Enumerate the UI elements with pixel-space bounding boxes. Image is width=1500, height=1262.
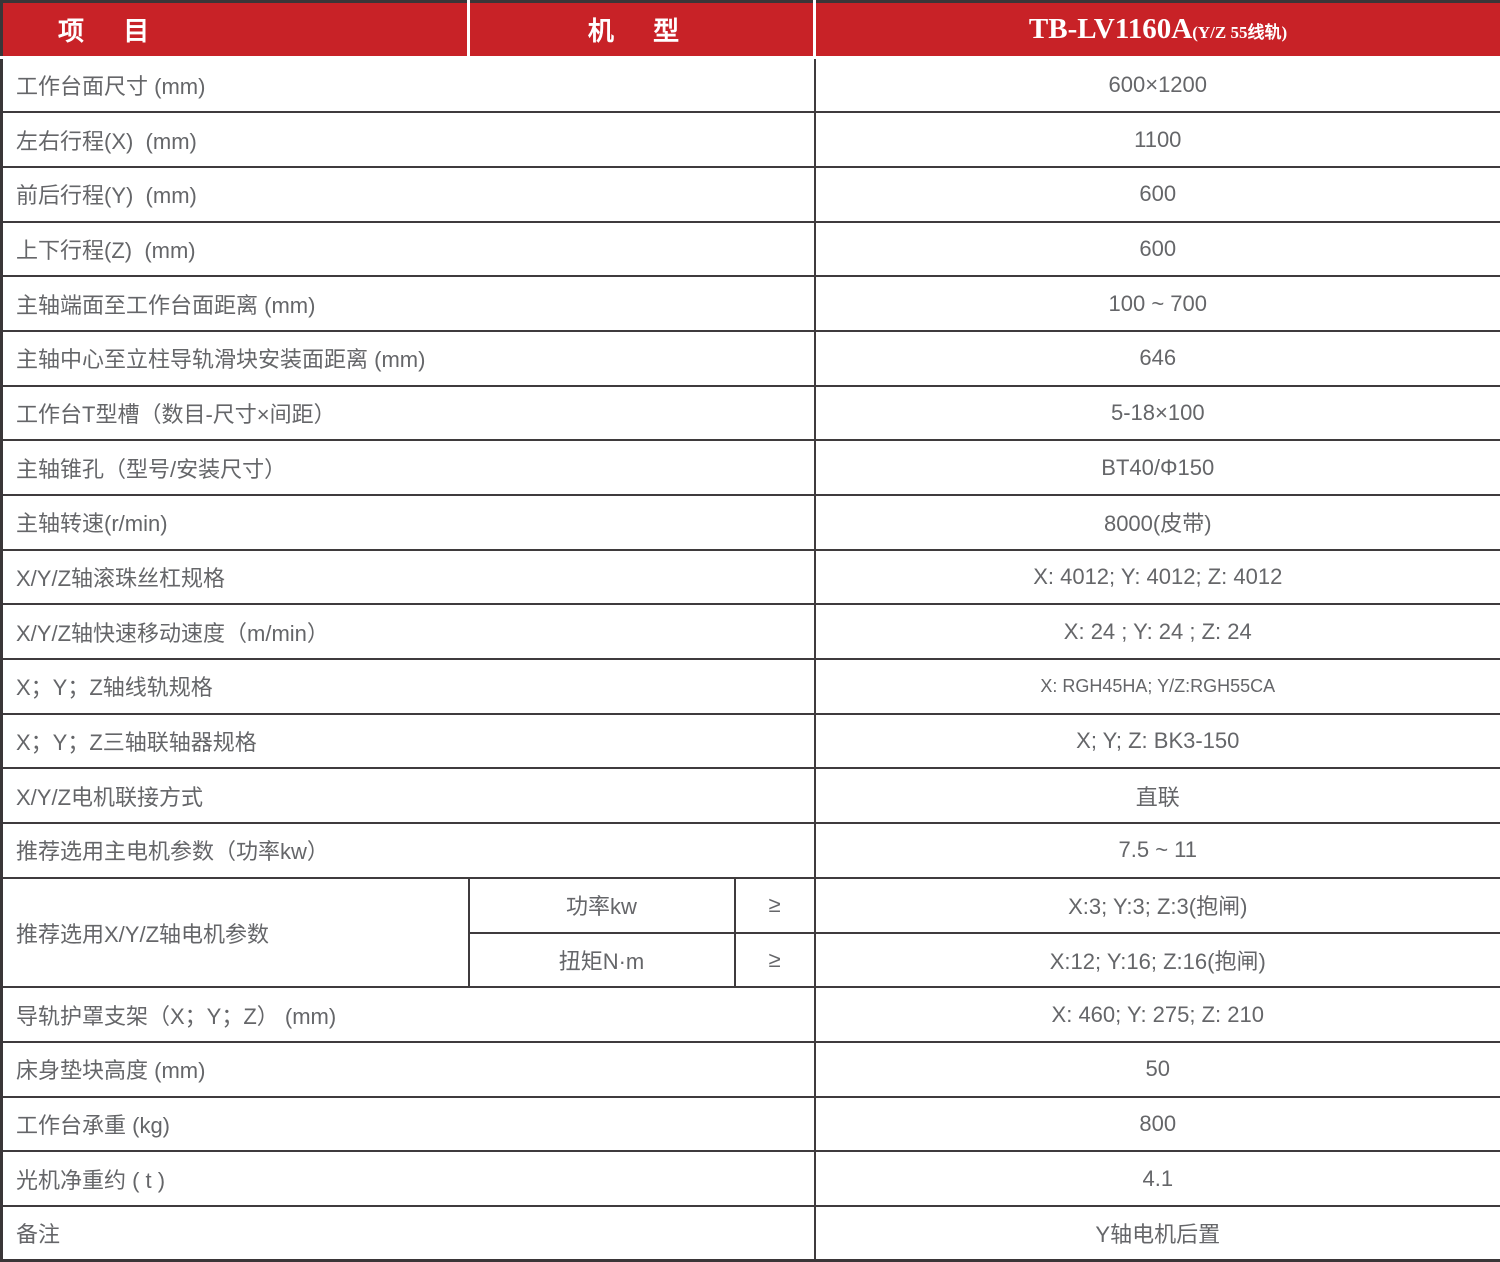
table-row: 光机净重约 ( t ) 4.1 [2, 1151, 1500, 1206]
header-items-cell: 项 目 [2, 2, 469, 58]
row-label: 上下行程(Z) (mm) [2, 222, 815, 277]
row-label: 工作台面尺寸 (mm) [2, 58, 815, 113]
row-value: 1100 [815, 112, 1500, 167]
row-value: Y轴电机后置 [815, 1206, 1500, 1261]
row-value: X:3; Y:3; Z:3(抱闸) [815, 878, 1500, 933]
table-header: 项 目 机 型 TB-LV1160A(Y/Z 55线轨) [2, 2, 1500, 58]
gte-symbol: ≥ [735, 933, 815, 988]
row-label: 主轴锥孔（型号/安装尺寸） [2, 440, 815, 495]
table-row: 前后行程(Y) (mm) 600 [2, 167, 1500, 222]
row-label: 推荐选用主电机参数（功率kw） [2, 823, 815, 878]
table-row: X/Y/Z轴快速移动速度（m/min） X: 24 ; Y: 24 ; Z: 2… [2, 604, 1500, 659]
header-row: 项 目 机 型 TB-LV1160A(Y/Z 55线轨) [2, 2, 1500, 58]
row-label: X/Y/Z电机联接方式 [2, 768, 815, 823]
row-label: 工作台承重 (kg) [2, 1097, 815, 1152]
row-value: 600 [815, 222, 1500, 277]
row-value: 800 [815, 1097, 1500, 1152]
row-value: X: 460; Y: 275; Z: 210 [815, 987, 1500, 1042]
motor-param-name: 扭矩N·m [469, 933, 735, 988]
row-value: 7.5 ~ 11 [815, 823, 1500, 878]
table-row: 工作台承重 (kg) 800 [2, 1097, 1500, 1152]
row-value: 100 ~ 700 [815, 276, 1500, 331]
row-label: 床身垫块高度 (mm) [2, 1042, 815, 1097]
row-label: 前后行程(Y) (mm) [2, 167, 815, 222]
model-name: TB-LV1160A [1029, 13, 1192, 45]
table-row: X/Y/Z电机联接方式 直联 [2, 768, 1500, 823]
row-label: 光机净重约 ( t ) [2, 1151, 815, 1206]
row-label: 工作台T型槽（数目-尺寸×间距） [2, 386, 815, 441]
table-row: 上下行程(Z) (mm) 600 [2, 222, 1500, 277]
row-value: 4.1 [815, 1151, 1500, 1206]
table-row: 床身垫块高度 (mm) 50 [2, 1042, 1500, 1097]
table-row: 备注 Y轴电机后置 [2, 1206, 1500, 1261]
table-row: 左右行程(X) (mm) 1100 [2, 112, 1500, 167]
row-value: 5-18×100 [815, 386, 1500, 441]
model-note: (Y/Z 55线轨) [1192, 23, 1287, 42]
table-row: 主轴转速(r/min) 8000(皮带) [2, 495, 1500, 550]
header-model-cell: TB-LV1160A(Y/Z 55线轨) [815, 2, 1500, 58]
row-label: 左右行程(X) (mm) [2, 112, 815, 167]
table-row: X/Y/Z轴滚珠丝杠规格 X: 4012; Y: 4012; Z: 4012 [2, 550, 1500, 605]
row-label: 导轨护罩支架（X；Y；Z） (mm) [2, 987, 815, 1042]
row-value: 直联 [815, 768, 1500, 823]
row-value: 646 [815, 331, 1500, 386]
row-label: X；Y；Z轴线轨规格 [2, 659, 815, 714]
table-row: X；Y；Z轴线轨规格 X: RGH45HA; Y/Z:RGH55CA [2, 659, 1500, 714]
row-value: 8000(皮带) [815, 495, 1500, 550]
row-label: X；Y；Z三轴联轴器规格 [2, 714, 815, 769]
table-row: 主轴中心至立柱导轨滑块安装面距离 (mm) 646 [2, 331, 1500, 386]
table-row: 推荐选用主电机参数（功率kw） 7.5 ~ 11 [2, 823, 1500, 878]
table-row: 工作台面尺寸 (mm) 600×1200 [2, 58, 1500, 113]
table-row: 主轴锥孔（型号/安装尺寸） BT40/Φ150 [2, 440, 1500, 495]
table-row: 工作台T型槽（数目-尺寸×间距） 5-18×100 [2, 386, 1500, 441]
table-row: 主轴端面至工作台面距离 (mm) 100 ~ 700 [2, 276, 1500, 331]
table-body: 工作台面尺寸 (mm) 600×1200 左右行程(X) (mm) 1100 前… [2, 58, 1500, 1261]
row-label: 推荐选用X/Y/Z轴电机参数 [2, 878, 469, 987]
row-value: 600 [815, 167, 1500, 222]
row-label: 备注 [2, 1206, 815, 1261]
motor-param-name: 功率kw [469, 878, 735, 933]
table-row: 导轨护罩支架（X；Y；Z） (mm) X: 460; Y: 275; Z: 21… [2, 987, 1500, 1042]
row-label: 主轴端面至工作台面距离 (mm) [2, 276, 815, 331]
row-label: X/Y/Z轴滚珠丝杠规格 [2, 550, 815, 605]
row-label: 主轴转速(r/min) [2, 495, 815, 550]
table-row: X；Y；Z三轴联轴器规格 X; Y; Z: BK3-150 [2, 714, 1500, 769]
row-value: X: 4012; Y: 4012; Z: 4012 [815, 550, 1500, 605]
header-model-col-cell: 机 型 [469, 2, 815, 58]
row-value: X:12; Y:16; Z:16(抱闸) [815, 933, 1500, 988]
row-label: X/Y/Z轴快速移动速度（m/min） [2, 604, 815, 659]
row-value: 600×1200 [815, 58, 1500, 113]
motor-params-row-power: 推荐选用X/Y/Z轴电机参数 功率kw ≥ X:3; Y:3; Z:3(抱闸) [2, 878, 1500, 933]
row-value: X; Y; Z: BK3-150 [815, 714, 1500, 769]
row-value: 50 [815, 1042, 1500, 1097]
row-value: X: RGH45HA; Y/Z:RGH55CA [815, 659, 1500, 714]
gte-symbol: ≥ [735, 878, 815, 933]
row-value: BT40/Φ150 [815, 440, 1500, 495]
row-value: X: 24 ; Y: 24 ; Z: 24 [815, 604, 1500, 659]
row-label: 主轴中心至立柱导轨滑块安装面距离 (mm) [2, 331, 815, 386]
